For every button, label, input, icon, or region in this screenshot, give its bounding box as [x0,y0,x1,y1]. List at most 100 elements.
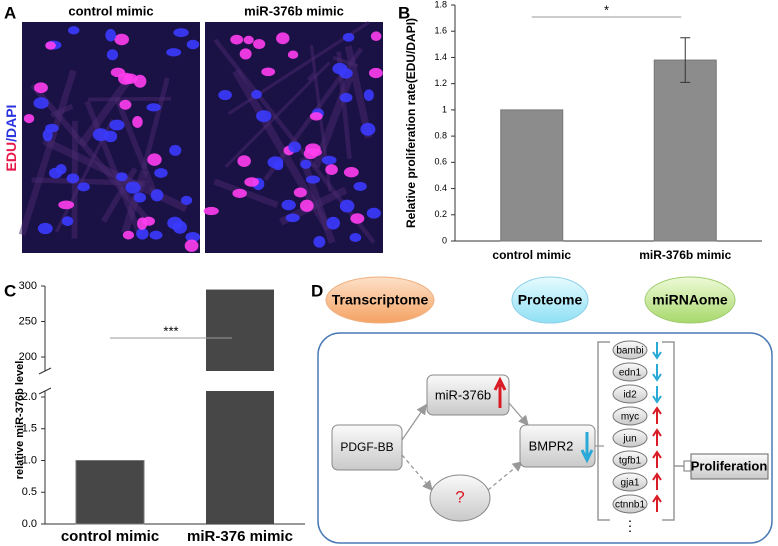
cell-fiber [114,97,159,198]
nucleus [230,34,244,45]
gene-node [612,450,648,470]
node-label: PDGF-BB [340,440,393,454]
error-bar [680,37,691,83]
y-tick-label: 1.5 [22,423,37,435]
y-tick-label: 2.0 [22,391,37,403]
node-label: BMPR2 [529,438,574,453]
nucleus [34,82,48,94]
micrographs [18,21,383,253]
y-tick-label: 250 [19,315,37,327]
nucleus [67,26,80,35]
arrow [401,454,433,491]
nucleus [309,112,323,121]
nucleus [287,50,299,59]
nucleus [285,213,300,223]
nucleus [256,110,272,123]
nucleus [186,39,200,50]
cell-fiber [306,72,316,82]
gene-node [612,384,648,404]
axis-break [38,367,52,395]
nucleus [133,192,147,203]
bracket [662,341,684,521]
y-tick-label: 1 [442,104,447,114]
x-tick-label: miR-376 mimic [187,528,293,545]
y-tick-label: 1.4 [434,52,447,62]
panel-label: B [398,3,410,22]
nucleus [288,141,301,153]
bar [653,59,717,242]
nucleus [92,128,109,142]
nucleus [343,167,359,178]
nucleus [146,103,161,112]
nucleus [147,153,162,166]
nucleus [251,89,262,99]
gene-node [612,472,648,492]
down-arrow [652,342,662,360]
significance-label: *** [163,323,178,338]
omics-ellipse [511,276,589,324]
down-arrow [580,432,594,464]
bar [206,289,274,371]
up-arrow [652,472,662,490]
nucleus [133,74,147,88]
nucleus [125,181,141,194]
y-tick-label: 300 [19,280,37,292]
arrow [487,461,524,491]
nucleus [119,99,132,110]
cell-fiber [88,96,172,102]
nucleus [45,41,56,50]
up-arrow [652,428,662,446]
cell-fiber [78,73,135,148]
nucleus [61,216,74,227]
nucleus [185,231,201,243]
nucleus [218,89,232,101]
nucleus [150,189,164,202]
image-ylabel: EDU/DAPI [3,105,19,172]
pathway-box [317,332,773,544]
significance-label: * [604,2,609,17]
nucleus [309,148,322,157]
y-tick-label: 0 [442,235,447,245]
image-title: miR-376b mimic [244,3,344,18]
gene-label: edn1 [619,368,642,379]
nucleus [276,32,290,45]
nucleus [106,49,119,61]
y-tick-label: 0.5 [22,486,37,498]
node [426,374,510,416]
nucleus [281,199,296,211]
nucleus [173,28,189,38]
node-label: Proliferation [691,458,768,473]
cell-fiber [332,55,359,68]
nucleus [305,175,320,184]
nucleus [203,206,219,216]
nucleus [253,38,266,50]
cell-fiber [50,103,74,119]
y-tick-label: 0.8 [434,130,447,140]
arrow [401,403,427,441]
omics-label: Proteome [518,292,583,308]
nucleus [293,187,307,198]
panel-label: C [4,281,16,300]
up-arrow [652,494,662,512]
down-arrow [652,364,662,382]
nucleus [368,67,383,79]
nucleus [342,32,355,42]
nucleus [326,216,340,230]
nucleus [154,168,168,178]
down-arrow [652,386,662,404]
cell-fiber [141,77,170,170]
gene-label: jun [622,434,636,445]
ylabel-part: /DAPI [3,105,19,142]
nucleus [58,200,75,210]
gene-label: bambi [616,346,643,357]
nucleus [300,159,312,169]
y-tick-label: 1.8 [434,0,447,9]
nucleus [166,48,182,57]
gene-label: myc [621,412,639,423]
diagram: Transcriptome Proteome miRNAome PDGF-BB … [317,276,773,544]
up-arrow [652,406,662,424]
node [429,474,491,522]
nucleus [370,31,382,41]
nucleus [363,89,374,101]
